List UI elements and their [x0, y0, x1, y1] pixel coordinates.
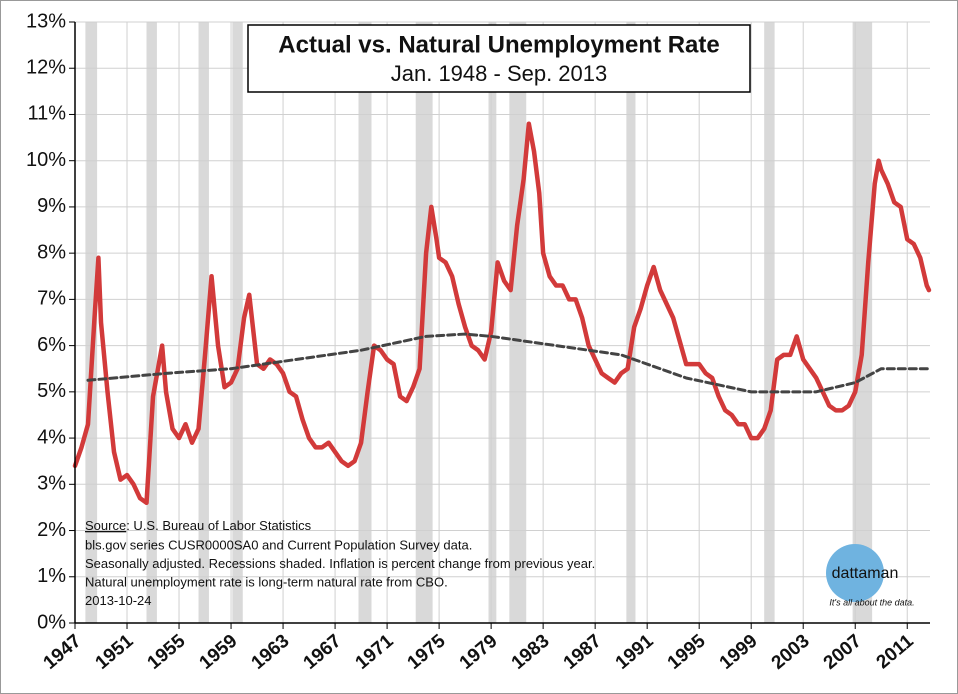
y-tick-label: 6%: [37, 334, 66, 356]
y-tick-label: 10%: [26, 149, 66, 171]
recession-band: [358, 22, 372, 623]
source-label: Source: [85, 518, 126, 533]
y-tick-label: 8%: [37, 241, 66, 263]
recession-band: [146, 22, 157, 623]
y-tick-label: 0%: [37, 611, 66, 633]
series-line: [86, 332, 931, 394]
recession-band: [85, 22, 98, 623]
y-tick-label: 7%: [37, 288, 66, 310]
y-tick-label: 1%: [37, 565, 66, 587]
y-tick-label: 12%: [26, 57, 66, 79]
series-line: [72, 121, 932, 506]
logo: dattaman: [832, 565, 899, 582]
y-tick-label: 9%: [37, 195, 66, 217]
y-tick-label: 11%: [27, 103, 66, 125]
recession-band: [198, 22, 209, 623]
source-note: Source: U.S. Bureau of Labor Statistics: [85, 518, 312, 533]
recession-band: [626, 22, 636, 623]
tagline: It's all about the data.: [829, 597, 914, 607]
note: Natural unemployment rate is long-term n…: [85, 574, 448, 589]
y-tick-label: 5%: [37, 380, 66, 402]
chart-subtitle: Jan. 1948 - Sep. 2013: [391, 61, 608, 86]
recession-band: [232, 22, 243, 623]
recession-band: [509, 22, 527, 623]
note: 2013-10-24: [85, 593, 152, 608]
source-text: : U.S. Bureau of Labor Statistics: [126, 518, 311, 533]
chart-title: Actual vs. Natural Unemployment Rate: [278, 31, 719, 58]
recession-band: [764, 22, 775, 623]
note: Seasonally adjusted. Recessions shaded. …: [85, 556, 595, 571]
y-tick-label: 13%: [26, 10, 66, 32]
title-box: [247, 24, 751, 93]
logo-circle: [826, 544, 884, 602]
y-tick-label: 2%: [37, 519, 66, 541]
y-tick-label: 4%: [37, 426, 66, 448]
note: bls.gov series CUSR0000SA0 and Current P…: [85, 537, 472, 552]
y-tick-label: 3%: [37, 473, 66, 495]
